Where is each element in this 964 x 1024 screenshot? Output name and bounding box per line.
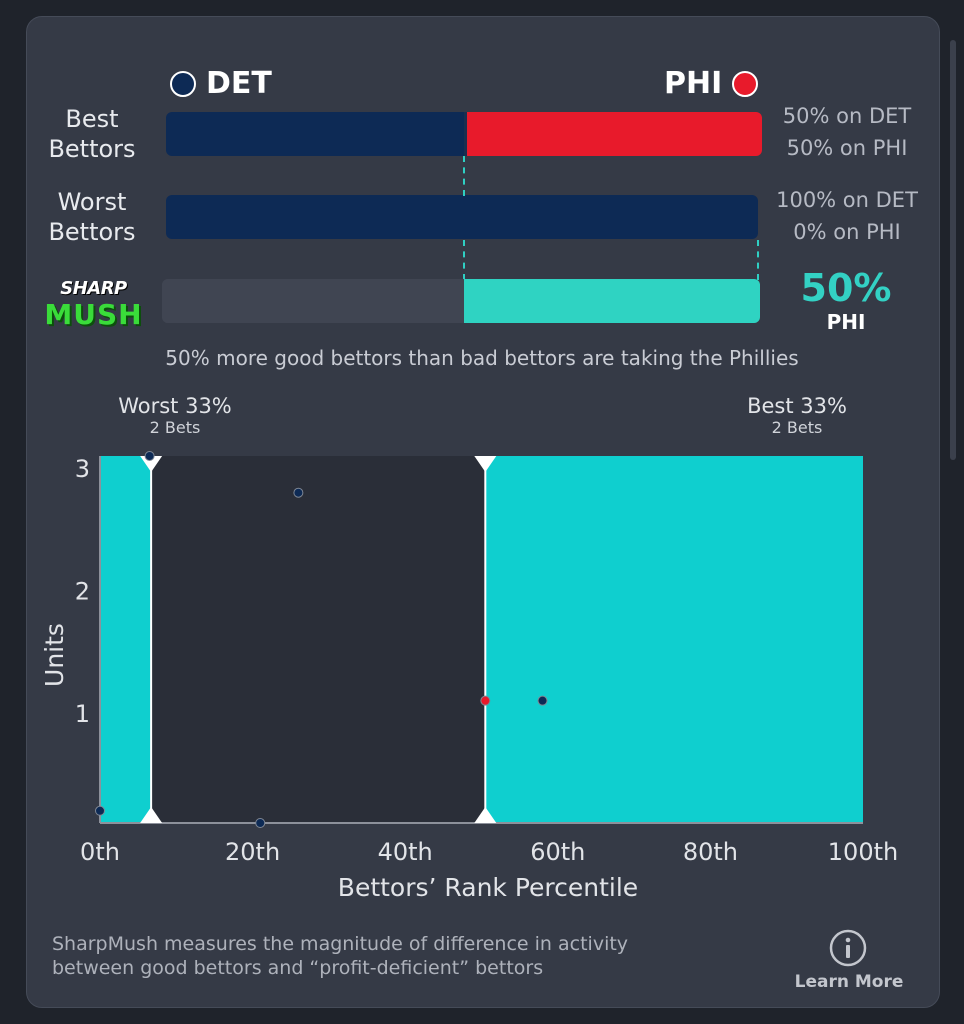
boundary-bottom-triangle-icon-1 (140, 807, 163, 823)
shaded-region-best (485, 456, 863, 823)
y-tick-label: 3 (75, 455, 90, 483)
team-away-header: DET (170, 66, 272, 101)
best-bettors-bar (166, 112, 762, 156)
worst-bettors-away-pct: 100% on DET (776, 188, 918, 212)
footer-description: SharpMush measures the magnitude of diff… (52, 933, 629, 979)
worst-bettors-pcts: 100% on DET 0% on PHI (762, 184, 932, 248)
x-tick-label: 20th (225, 838, 280, 866)
sharpmush-team: PHI (826, 310, 866, 334)
team-home-header: PHI (664, 66, 759, 101)
team-home-abbr: PHI (664, 66, 723, 101)
x-tick-label: 40th (378, 838, 433, 866)
info-icon[interactable] (828, 928, 868, 972)
guide-line-mid (463, 240, 465, 280)
x-tick-label: 60th (530, 838, 585, 866)
worst-bettors-away-segment (166, 195, 758, 239)
x-axis-label: Bettors’ Rank Percentile (338, 873, 638, 902)
data-point-6 (537, 695, 548, 706)
sharpmush-bar (162, 279, 760, 323)
data-point-5 (480, 695, 491, 706)
sharpmush-value: 50% (800, 266, 892, 310)
team-away-abbr: DET (206, 66, 272, 101)
worst-bettors-label: Worst Bettors (48, 188, 136, 246)
best-bettors-pcts: 50% on DET 50% on PHI (762, 100, 932, 164)
best-bettors-away-pct: 50% on DET (782, 104, 912, 128)
data-point-1 (95, 805, 105, 816)
worst-bettors-home-pct: 0% on PHI (793, 220, 901, 244)
best-bettors-home-pct: 50% on PHI (786, 136, 908, 160)
group-worst-label: Worst 33% 2 Bets (118, 394, 232, 437)
data-point-4 (293, 487, 304, 498)
x-tick-label: 100th (828, 838, 898, 866)
best-bettors-away-segment (166, 112, 464, 156)
team-home-dot-icon (732, 70, 759, 97)
guide-line-worst (757, 240, 759, 280)
boundary-top-triangle-icon-1 (140, 456, 163, 472)
summary-text: 50% more good bettors than bad bettors a… (165, 346, 799, 370)
worst-bettors-bar (166, 195, 758, 239)
shaded-region-worst (100, 456, 152, 823)
team-away-dot-icon (170, 70, 196, 97)
sharpmush-empty-segment (162, 279, 464, 323)
guide-line-best (463, 156, 465, 196)
sharpmush-fill-segment (464, 279, 760, 323)
boundary-top-triangle-icon-2 (474, 456, 497, 472)
x-tick-label: 0th (80, 838, 120, 866)
y-tick-label: 2 (75, 578, 90, 606)
y-axis-label: Units (40, 623, 69, 687)
learn-more-link[interactable]: Learn More (794, 972, 904, 992)
boundary-bottom-triangle-icon-2 (474, 807, 497, 823)
y-tick-label: 1 (75, 700, 90, 728)
scrollbar[interactable] (950, 40, 956, 460)
data-point-2 (144, 451, 155, 461)
group-best-label: Best 33% 2 Bets (747, 394, 847, 437)
best-bettors-home-segment (464, 112, 762, 156)
sharpmush-logo: SHARP MUSH (44, 278, 143, 331)
x-tick-label: 80th (683, 838, 738, 866)
best-bettors-label: Best Bettors (48, 105, 136, 163)
data-point-3 (255, 818, 266, 828)
